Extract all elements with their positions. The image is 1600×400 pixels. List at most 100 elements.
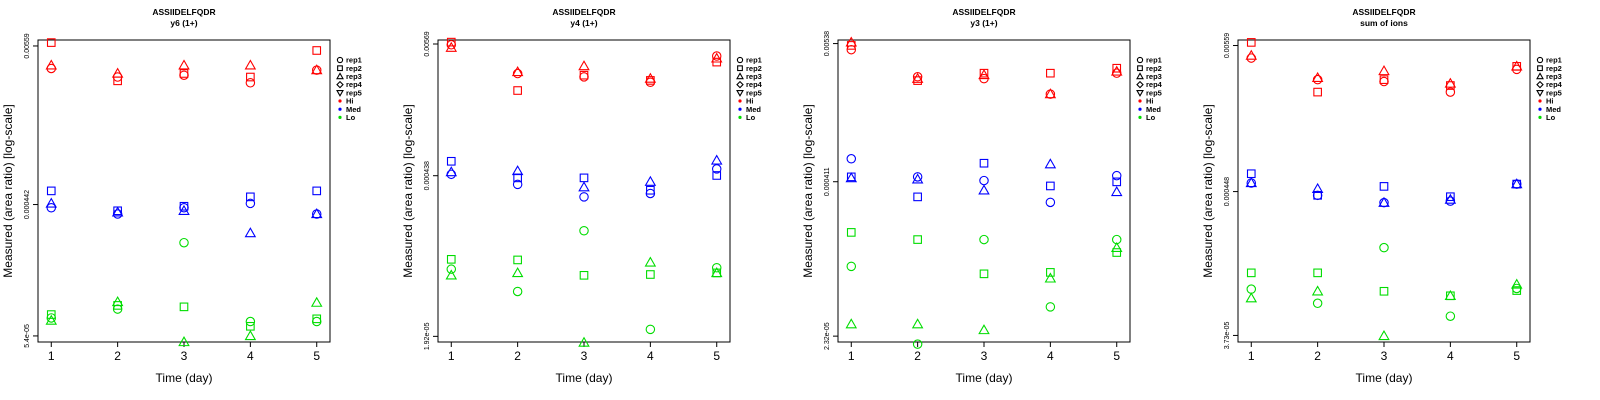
data-point	[1246, 38, 1256, 47]
data-point	[245, 316, 256, 327]
data-point	[513, 86, 522, 95]
data-point	[1510, 60, 1523, 71]
legend-label: rep2	[1546, 64, 1562, 73]
data-point	[246, 192, 255, 202]
legend-label: Med	[346, 105, 361, 114]
data-point	[111, 296, 124, 307]
x-tick-label: 5	[313, 349, 320, 363]
data-point	[511, 266, 524, 278]
legend-label: Lo	[1546, 113, 1556, 122]
data-point	[512, 179, 523, 190]
legend-dot-icon	[1538, 107, 1542, 111]
data-point	[1379, 242, 1389, 253]
data-point	[46, 38, 56, 47]
chart-title: ASSIIDELFQDR	[552, 7, 615, 17]
y-tick-label: 0.00538	[824, 31, 831, 56]
data-point	[711, 51, 722, 61]
data-point	[45, 197, 58, 208]
data-point	[46, 202, 57, 213]
legend-label: rep2	[1146, 64, 1162, 73]
data-point	[1112, 177, 1122, 187]
data-point	[1245, 177, 1258, 188]
data-point	[1245, 292, 1258, 303]
data-point	[1446, 192, 1455, 202]
legend-label: rep1	[746, 56, 762, 65]
data-point	[579, 270, 589, 280]
data-point	[1444, 77, 1457, 88]
legend-triangle-up-icon	[1536, 72, 1544, 80]
legend-label: rep1	[1546, 56, 1562, 65]
x-axis-label: Time (day)	[956, 371, 1013, 385]
y-tick-label: 0.000442	[24, 190, 31, 219]
data-point	[445, 269, 458, 280]
y-tick-label: 0.00559	[1224, 33, 1231, 58]
legend-dot-icon	[1138, 107, 1142, 111]
legend-dot-icon	[338, 107, 342, 111]
data-point	[178, 204, 190, 215]
data-point	[244, 329, 257, 341]
data-point	[1045, 197, 1056, 208]
data-point	[646, 270, 655, 279]
x-tick-label: 5	[713, 349, 720, 363]
legend-label: rep3	[746, 72, 762, 81]
y-tick-label: 0.000448	[1224, 177, 1231, 206]
data-point	[46, 186, 56, 196]
y-axis-label: Measured (area ratio) [log-scale]	[801, 104, 815, 277]
legend-label: Med	[1146, 105, 1161, 114]
y-tick-label: 3.73e-05	[1224, 322, 1231, 350]
data-point	[1312, 298, 1323, 309]
data-point	[111, 67, 124, 78]
data-point	[978, 69, 990, 80]
data-point	[246, 72, 255, 82]
x-tick-label: 4	[1447, 349, 1454, 363]
legend-dot-icon	[738, 107, 742, 111]
data-point	[179, 201, 189, 211]
legend-label: Hi	[1546, 97, 1554, 106]
data-point	[644, 72, 657, 83]
data-point	[511, 165, 524, 176]
legend-square-icon	[1137, 65, 1143, 72]
y-tick-label: 1.92e-05	[424, 322, 431, 350]
legend-triangle-up-icon	[736, 72, 744, 80]
data-point	[1311, 182, 1324, 193]
legend-label: rep4	[346, 80, 363, 89]
legend-square-icon	[737, 65, 743, 72]
x-tick-label: 1	[1248, 349, 1255, 363]
data-point	[1110, 65, 1123, 76]
data-point	[1444, 289, 1457, 300]
data-point	[644, 256, 657, 267]
legend-triangle-down-icon	[1136, 90, 1144, 97]
data-point	[511, 66, 524, 77]
x-tick-label: 1	[48, 349, 55, 363]
legend-dot-icon	[1538, 99, 1542, 103]
data-point	[179, 237, 189, 248]
data-point	[979, 234, 989, 245]
legend-label: Hi	[346, 97, 354, 106]
legend-label: rep3	[1546, 72, 1562, 81]
data-point	[312, 314, 322, 324]
data-point	[244, 59, 257, 70]
data-point	[310, 64, 323, 75]
y-tick-label: 2.32e-05	[824, 322, 831, 350]
legend-label: Lo	[746, 113, 756, 122]
y-axis-label: Measured (area ratio) [log-scale]	[1201, 104, 1215, 277]
chart-subtitle: y4 (1+)	[570, 18, 597, 28]
legend-label: rep5	[1146, 88, 1162, 97]
data-point	[512, 286, 523, 297]
data-point	[1110, 185, 1123, 197]
x-axis-label: Time (day)	[556, 371, 613, 385]
legend-circle-icon	[1136, 56, 1144, 64]
legend-square-icon	[1537, 65, 1543, 72]
data-point	[1111, 170, 1122, 181]
data-point	[446, 264, 457, 274]
data-point	[712, 171, 722, 180]
data-point	[913, 235, 922, 244]
legend-label: rep4	[746, 80, 763, 89]
data-point	[1378, 65, 1390, 76]
legend-label: rep3	[346, 72, 362, 81]
